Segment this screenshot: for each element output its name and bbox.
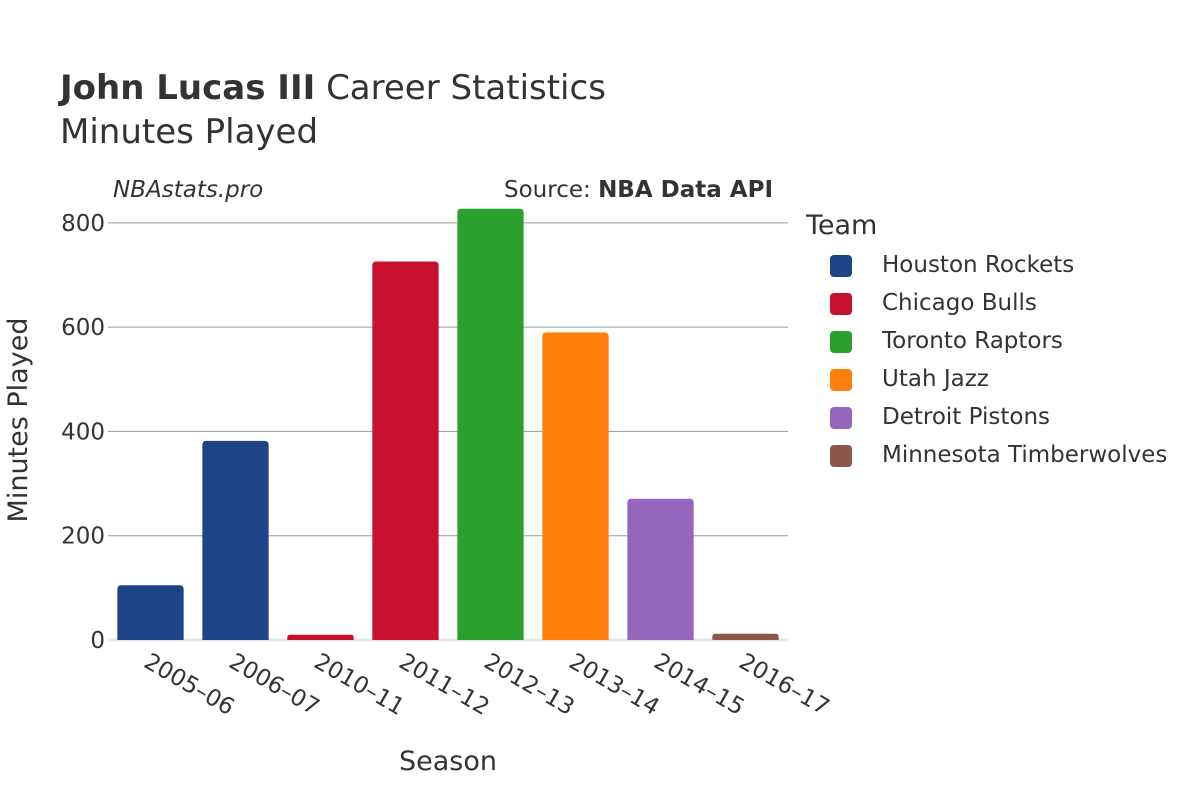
chart-title-rest: Career Statistics	[326, 68, 606, 108]
y-tick-label: 0	[90, 628, 105, 654]
brand-watermark: NBAstats.pro	[113, 177, 264, 203]
legend-title: Team	[806, 210, 878, 241]
legend-label: Toronto Raptors	[882, 328, 1063, 354]
x-tick-label: 2005–06	[140, 649, 239, 721]
bar-2010–11[interactable]	[287, 634, 354, 640]
bar-2011–12[interactable]	[372, 261, 439, 640]
source-name: NBA Data API	[598, 177, 773, 203]
bar-2013–14[interactable]	[542, 332, 609, 640]
legend-swatch	[830, 255, 852, 277]
x-axis-label: Season	[399, 746, 497, 777]
y-tick-labels: 0 200 400 600 800	[61, 211, 105, 654]
legend-swatch	[830, 445, 852, 467]
legend-label: Chicago Bulls	[882, 290, 1037, 316]
source-credit: Source: NBA Data API	[504, 177, 773, 203]
x-tick-label: 2013–14	[565, 649, 664, 721]
x-tick-label: 2014–15	[650, 649, 749, 721]
bar-2012–13[interactable]	[457, 208, 524, 640]
legend-swatch	[830, 331, 852, 353]
legend-label: Detroit Pistons	[882, 404, 1051, 430]
chart-title-player: John Lucas III	[60, 68, 316, 108]
y-tick-label: 200	[61, 524, 105, 550]
legend-swatch	[830, 293, 852, 315]
x-tick-label: 2016–17	[735, 649, 834, 721]
x-tick-label: 2012–13	[480, 649, 579, 721]
y-tick-label: 800	[61, 211, 105, 237]
legend-swatch	[830, 407, 852, 429]
bar-2014–15[interactable]	[627, 498, 694, 640]
bar-2006–07[interactable]	[202, 440, 269, 640]
source-prefix: Source:	[504, 177, 599, 203]
y-tick-label: 600	[61, 315, 105, 341]
bar-2005–06[interactable]	[117, 585, 184, 640]
x-tick-labels: 2005–062006–072010–112011–122012–132013–…	[140, 649, 834, 721]
y-tick-label: 400	[61, 419, 105, 445]
chart-subtitle: Minutes Played	[60, 112, 319, 152]
bar-2016–17[interactable]	[712, 633, 779, 640]
legend-label: Utah Jazz	[882, 366, 989, 392]
x-tick-label: 2010–11	[310, 649, 409, 721]
legend-label: Minnesota Timberwolves	[882, 442, 1168, 468]
x-tick-label: 2006–07	[225, 649, 324, 721]
legend-label: Houston Rockets	[882, 252, 1075, 278]
x-tick-label: 2011–12	[395, 649, 494, 721]
bars	[117, 208, 779, 640]
y-axis-label: Minutes Played	[3, 318, 34, 523]
legend-swatch	[830, 369, 852, 391]
chart-title: John Lucas III Career Statistics	[60, 68, 606, 108]
